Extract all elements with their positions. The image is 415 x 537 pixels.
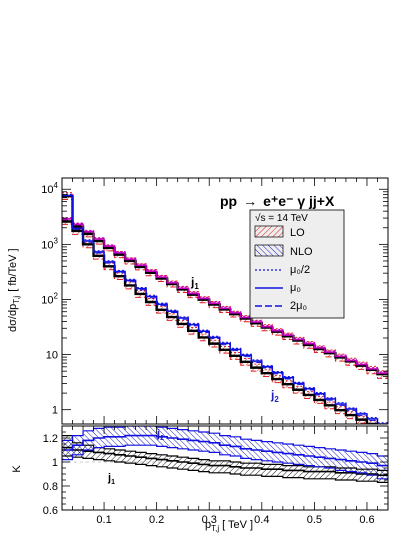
x-axis-ticks-top (61, 178, 389, 424)
k-band-bin-j1 (261, 464, 273, 477)
legend-mu-label: μ₀ (290, 282, 301, 294)
j1-label-top: j1 (190, 275, 199, 291)
k-band-bin-j1 (93, 447, 105, 460)
y-tick-mantissa: 1 (52, 405, 58, 417)
k-central-j1 (62, 446, 388, 476)
j2-label-top: j2 (270, 388, 279, 404)
k-band-bin-j1 (324, 466, 336, 479)
y-tick-label: 103 (41, 236, 58, 251)
y-axis-title: dσ/dpT,j[ fb/TeV ] (7, 248, 21, 332)
k-tick-label: 0.8 (43, 481, 58, 493)
y-tick-label: 102 (41, 291, 58, 306)
x-tick-label: 0.2 (149, 514, 164, 526)
legend-header: √s = 14 TeV (255, 212, 308, 224)
main-frame (61, 177, 389, 425)
x-axis-title: pT,j[ TeV ] (205, 519, 253, 533)
x-tick-label: 0.5 (307, 514, 322, 526)
x-tick-label: 0.3 (202, 514, 217, 526)
k-band-bin-j1 (282, 465, 294, 478)
legend-lo-swatch (254, 225, 284, 238)
central-line-j1-nlo (62, 218, 388, 374)
y-tick-exponent: 4 (54, 181, 59, 190)
legend-2mu-label: 2μ₀ (290, 300, 307, 312)
k-band-bin-j1 (219, 460, 231, 473)
y-tick-exponent: 2 (54, 291, 59, 300)
k-tick-label: 1.2 (43, 433, 58, 445)
k-band-bin-j1 (188, 458, 199, 471)
k-band-bin-j1 (135, 452, 147, 465)
k-upper-j1 (62, 435, 388, 471)
x-axis-ticks: 0.1 0.2 0.3 0.4 0.5 0.6 (61, 426, 389, 526)
k-axis-title: K (11, 465, 23, 473)
y-tick-mantissa: 10 (46, 350, 58, 362)
legend: √s = 14 TeV LO NLO μ₀/2 μ₀ 2μ₀ (249, 209, 345, 319)
k-band-bin-j1 (272, 464, 283, 477)
y-tick-mantissa: 10 (41, 239, 53, 251)
k-factor-lines (62, 426, 388, 483)
y-tick-label: 10 (46, 350, 58, 362)
legend-mu-half-label: μ₀/2 (290, 264, 310, 276)
k-band-bin-j1 (114, 450, 126, 462)
k-lower-j1 (62, 455, 388, 483)
k-band-bin-j1 (177, 457, 189, 470)
distribution-lines (62, 192, 388, 424)
k-factor-panel: 0.6 0.8 1 1.2 0.1 0.2 0.3 0.4 0.5 0.6 (43, 425, 389, 526)
k-band-bin-j1 (125, 451, 136, 464)
y-tick-label: 104 (41, 181, 58, 196)
k-band-bin-j1 (209, 460, 220, 473)
k-band-bin-j1 (240, 463, 252, 476)
k-band-bin-j2 (377, 456, 388, 479)
k-band-bin-j1 (251, 463, 262, 476)
k-central-j2 (62, 434, 388, 467)
k-band-bin-j1 (293, 465, 304, 478)
k-band-bin-j1 (356, 469, 367, 482)
legend-lo-label: LO (290, 227, 305, 239)
k-band-bin-j2 (366, 453, 378, 476)
k-upper-j2 (62, 426, 388, 457)
y-tick-label: 1 (52, 405, 58, 417)
band-lower-j2-nlo (62, 196, 378, 424)
k-tick-label: 1 (52, 457, 58, 469)
band-upper-j2-lo (62, 192, 378, 424)
k-band-bin-j1 (198, 459, 210, 472)
k-band-bin-j1 (335, 468, 346, 480)
k-band-bin-j1 (314, 466, 325, 479)
j2-label-k: j2 (156, 428, 164, 442)
k-axis-ticks: 0.6 0.8 1 1.2 (43, 425, 388, 517)
k-band-bin-j1 (230, 462, 241, 474)
k-band-bin-j1 (156, 454, 168, 467)
y-tick-mantissa: 10 (41, 294, 53, 306)
k-band-bin-j1 (146, 453, 157, 466)
legend-nlo-label: NLO (290, 246, 313, 258)
j1-label-k: j1 (107, 472, 115, 486)
legend-nlo-swatch (254, 244, 284, 257)
central-line-j2-lo (62, 194, 379, 424)
k-tick-label: 0.6 (43, 505, 58, 517)
k-band-bin-j1 (345, 468, 357, 480)
x-tick-label: 0.6 (359, 514, 374, 526)
k-lower-j2 (62, 444, 388, 480)
band-bin-j2-lo (366, 420, 378, 424)
x-tick-label: 0.4 (254, 514, 269, 526)
y-tick-mantissa: 10 (41, 184, 53, 196)
central-line-j1-lo (62, 220, 388, 376)
x-tick-label: 0.1 (96, 514, 111, 526)
k-band-bin-j1 (303, 466, 315, 479)
central-line-j2-nlo (62, 194, 388, 424)
band-upper-j1-nlo (62, 217, 388, 373)
y-tick-exponent: 3 (54, 236, 59, 245)
process-title: pp → e⁺e⁻ γ jj+X (220, 193, 335, 209)
band-lower-j2-lo (62, 199, 368, 424)
k-band-bin-j1 (104, 448, 115, 461)
